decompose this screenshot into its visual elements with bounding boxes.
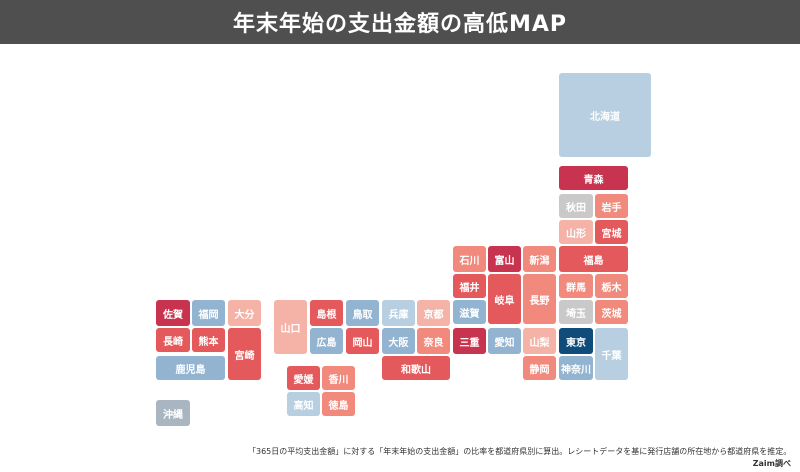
pref-kanagawa: 神奈川 [559,356,593,380]
pref-shiga: 滋賀 [453,300,486,324]
footnote: 「365日の平均支出金額」に対する「年末年始の支出金額」の比率を都道府県別に算出… [248,447,792,456]
pref-tottori: 鳥取 [346,300,379,326]
pref-oita: 大分 [228,300,261,326]
pref-saga: 佐賀 [156,300,190,326]
pref-okinawa: 沖縄 [156,400,190,426]
source-credit: Zaim調べ [752,459,791,468]
pref-kumamoto: 熊本 [192,328,225,352]
pref-kyoto: 京都 [417,300,450,326]
pref-kochi: 高知 [287,392,320,416]
pref-chiba: 千葉 [595,328,628,380]
pref-nagano: 長野 [523,274,556,324]
pref-okayama: 岡山 [346,328,379,354]
pref-ibaraki: 茨城 [595,300,628,324]
pref-gifu: 岐阜 [488,274,521,324]
pref-yamaguchi: 山口 [274,300,307,354]
pref-niigata: 新潟 [523,246,556,272]
pref-yamanashi: 山梨 [523,328,556,354]
pref-kagoshima: 鹿児島 [156,356,225,380]
pref-tokyo: 東京 [559,328,593,354]
pref-hiroshima: 広島 [310,328,343,354]
pref-osaka: 大阪 [382,328,415,354]
pref-ehime: 愛媛 [287,366,320,390]
pref-aichi: 愛知 [488,328,521,354]
pref-shimane: 島根 [310,300,343,326]
pref-toyama: 富山 [488,246,521,272]
pref-mie: 三重 [453,328,486,354]
pref-fukuoka: 福岡 [192,300,225,326]
pref-yamagata: 山形 [559,220,593,244]
pref-miyagi: 宮城 [595,220,628,244]
pref-wakayama: 和歌山 [382,356,450,380]
pref-tokushima: 徳島 [322,392,355,416]
pref-fukushima: 福島 [559,246,628,272]
pref-fukui: 福井 [453,274,486,298]
pref-iwate: 岩手 [595,194,628,218]
pref-hokkaido: 北海道 [559,73,651,157]
pref-kagawa: 香川 [322,366,355,390]
pref-ishikawa: 石川 [453,246,486,272]
pref-nagasaki: 長崎 [156,328,190,352]
pref-tochigi: 栃木 [595,274,628,298]
pref-hyogo: 兵庫 [382,300,415,326]
pref-saitama: 埼玉 [559,300,593,324]
pref-nara: 奈良 [417,328,450,354]
pref-gunma: 群馬 [559,274,593,298]
map-title: 年末年始の支出金額の高低MAP [0,0,800,44]
pref-shizuoka: 静岡 [523,356,556,380]
pref-aomori: 青森 [559,166,628,190]
pref-akita: 秋田 [559,194,593,218]
pref-miyazaki: 宮崎 [228,328,261,380]
